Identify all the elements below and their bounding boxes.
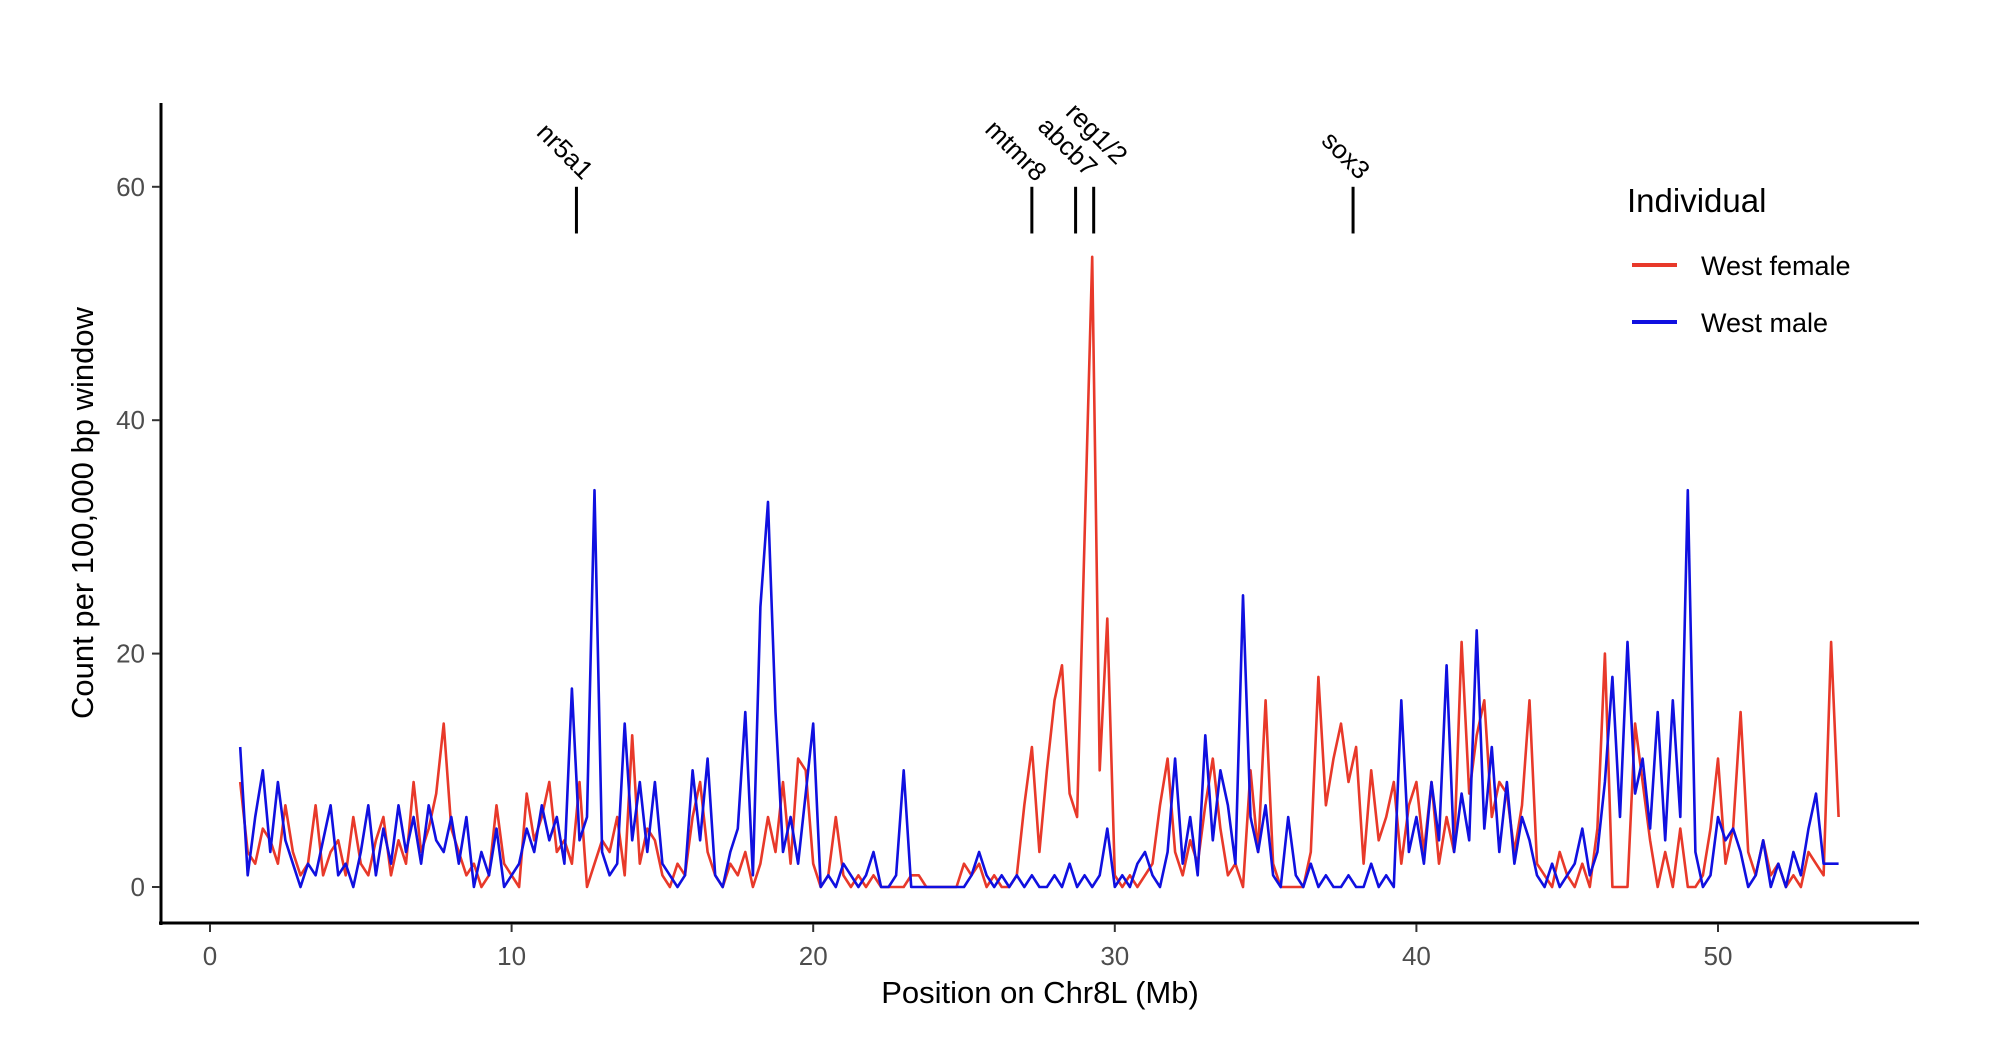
legend-label-west-male: West male bbox=[1701, 308, 1828, 338]
y-tick-label: 0 bbox=[131, 872, 145, 902]
legend-label-west-female: West female bbox=[1701, 251, 1851, 281]
x-ticks: 0 10 20 30 40 50 bbox=[203, 924, 1733, 971]
legend: Individual West female West male bbox=[1627, 182, 1851, 338]
x-tick-label: 0 bbox=[203, 941, 217, 971]
legend-title: Individual bbox=[1627, 182, 1766, 219]
gene-label: sox3 bbox=[1316, 125, 1376, 185]
y-tick-label: 40 bbox=[116, 405, 145, 435]
x-tick-label: 30 bbox=[1100, 941, 1129, 971]
x-tick-label: 10 bbox=[497, 941, 526, 971]
x-tick-label: 50 bbox=[1704, 941, 1733, 971]
y-tick-label: 60 bbox=[116, 172, 145, 202]
x-axis-title: Position on Chr8L (Mb) bbox=[881, 975, 1199, 1010]
x-tick-label: 40 bbox=[1402, 941, 1431, 971]
series-line-west-male bbox=[238, 488, 1839, 889]
y-tick-label: 20 bbox=[116, 639, 145, 669]
series-line-west-female bbox=[238, 255, 1840, 889]
y-axis-title: Count per 100,000 bp window bbox=[65, 306, 100, 719]
y-ticks: 0 20 40 60 bbox=[116, 172, 160, 902]
x-tick-label: 20 bbox=[799, 941, 828, 971]
series-layer bbox=[238, 255, 1840, 889]
gene-label: nr5a1 bbox=[531, 117, 599, 185]
